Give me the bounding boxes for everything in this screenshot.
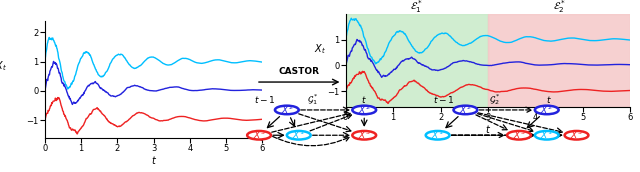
Text: $t$: $t$ xyxy=(546,94,552,105)
Ellipse shape xyxy=(352,106,376,114)
Ellipse shape xyxy=(454,106,477,114)
Ellipse shape xyxy=(287,131,310,139)
Text: $X^3$: $X^3$ xyxy=(513,129,525,141)
Text: $X^3$: $X^3$ xyxy=(358,129,371,141)
Y-axis label: $X_t$: $X_t$ xyxy=(0,60,7,73)
Text: $t$: $t$ xyxy=(362,94,367,105)
Text: $\mathcal{G}_1^*$: $\mathcal{G}_1^*$ xyxy=(307,92,319,107)
Y-axis label: $X_t$: $X_t$ xyxy=(314,42,326,56)
Bar xyxy=(488,14,630,107)
X-axis label: $t$: $t$ xyxy=(485,123,491,135)
Text: $\mathcal{E}_1^*$: $\mathcal{E}_1^*$ xyxy=(410,0,423,15)
Ellipse shape xyxy=(426,131,449,139)
Ellipse shape xyxy=(535,131,559,139)
Text: $X^2$: $X^2$ xyxy=(540,104,553,116)
Text: $X^2$: $X^2$ xyxy=(280,104,293,116)
Text: CASTOR: CASTOR xyxy=(278,67,320,76)
Ellipse shape xyxy=(352,131,376,139)
Text: $X^1$: $X^1$ xyxy=(292,129,305,141)
Text: $X^1$: $X^1$ xyxy=(431,129,444,141)
Text: $X^1$: $X^1$ xyxy=(540,129,553,141)
Ellipse shape xyxy=(507,131,531,139)
Ellipse shape xyxy=(564,131,588,139)
X-axis label: $t$: $t$ xyxy=(150,154,157,166)
Text: $t-1$: $t-1$ xyxy=(433,94,454,105)
Text: $X^3$: $X^3$ xyxy=(253,129,266,141)
Text: $\mathcal{E}_2^*$: $\mathcal{E}_2^*$ xyxy=(553,0,566,15)
Text: $t-1$: $t-1$ xyxy=(254,94,276,105)
Text: $X^2$: $X^2$ xyxy=(358,104,371,116)
Text: $X^3$: $X^3$ xyxy=(570,129,583,141)
Ellipse shape xyxy=(535,106,559,114)
Text: $\mathcal{G}_2^*$: $\mathcal{G}_2^*$ xyxy=(490,92,501,107)
Ellipse shape xyxy=(275,106,299,114)
Ellipse shape xyxy=(247,131,271,139)
Bar xyxy=(346,14,488,107)
Text: $X^2$: $X^2$ xyxy=(459,104,472,116)
